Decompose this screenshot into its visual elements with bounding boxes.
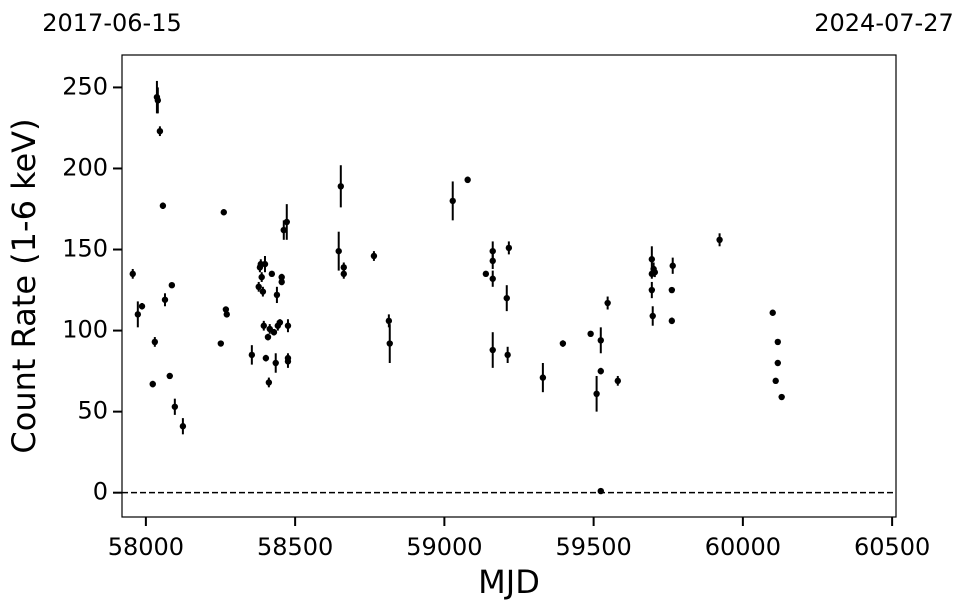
data-point — [559, 340, 567, 347]
data-point — [159, 202, 167, 209]
data-point — [587, 330, 594, 338]
data-point — [268, 270, 276, 278]
data-point — [340, 270, 347, 278]
data-point — [370, 252, 378, 260]
data-point — [464, 176, 471, 184]
data-point — [504, 351, 511, 359]
data-point — [649, 312, 656, 320]
data-point — [261, 260, 269, 268]
data-point — [270, 329, 278, 336]
data-point — [259, 288, 267, 295]
data-point — [260, 322, 267, 329]
data-point — [597, 367, 604, 375]
data-point — [604, 299, 611, 307]
data-point — [276, 319, 284, 326]
data-point — [217, 340, 225, 347]
x-tick-label: 58000 — [108, 533, 184, 561]
y-tick-label: 250 — [62, 72, 108, 100]
data-point — [138, 303, 146, 310]
data-point — [149, 380, 156, 388]
data-point — [262, 354, 270, 362]
data-point — [539, 374, 547, 381]
data-point — [129, 270, 136, 278]
data-point — [156, 127, 164, 135]
data-point — [386, 340, 393, 347]
data-point — [648, 286, 656, 294]
start-date-label: 2017-06-15 — [42, 9, 181, 37]
data-point — [668, 317, 676, 325]
data-point — [778, 393, 785, 401]
data-point — [597, 337, 604, 344]
data-point — [489, 275, 496, 282]
data-point — [222, 306, 230, 313]
data-point — [171, 403, 179, 410]
data-point — [482, 270, 490, 278]
data-point — [151, 338, 159, 346]
data-point — [134, 311, 142, 318]
data-point — [489, 247, 496, 255]
data-point — [280, 226, 287, 234]
data-point — [278, 273, 285, 281]
end-date-label: 2024-07-27 — [814, 9, 953, 37]
y-tick-label: 150 — [62, 235, 108, 263]
x-tick-label: 59500 — [555, 533, 631, 561]
data-point — [449, 197, 456, 205]
data-point — [385, 317, 393, 325]
data-point — [220, 209, 227, 216]
plot-frame — [121, 54, 897, 518]
data-point — [669, 262, 676, 269]
data-point — [168, 281, 176, 289]
data-point — [716, 236, 723, 243]
data-point — [648, 256, 656, 263]
data-point — [489, 257, 496, 265]
data-point — [503, 294, 510, 302]
data-point — [265, 379, 273, 386]
data-point — [597, 487, 604, 495]
data-point — [668, 286, 676, 294]
data-point — [505, 244, 513, 252]
data-point — [772, 377, 779, 385]
data-point — [258, 273, 265, 281]
data-point — [283, 218, 290, 226]
y-tick-label: 50 — [77, 397, 108, 425]
data-point — [284, 322, 292, 329]
y-tick-label: 100 — [62, 316, 108, 344]
data-point — [284, 354, 292, 362]
data-point — [774, 359, 781, 367]
data-point — [166, 372, 173, 380]
data-point — [335, 247, 342, 255]
data-point — [273, 291, 281, 299]
data-point — [651, 269, 659, 276]
data-point — [340, 264, 347, 271]
data-point — [489, 346, 496, 354]
data-point — [272, 359, 279, 367]
x-tick-label: 59000 — [406, 533, 482, 561]
data-point — [161, 296, 169, 303]
data-point — [255, 283, 262, 291]
data-point — [337, 183, 344, 190]
x-tick-label: 60500 — [854, 533, 930, 561]
y-tick-label: 0 — [93, 478, 108, 506]
data-point — [248, 351, 256, 359]
data-point — [614, 377, 622, 385]
y-tick-label: 200 — [62, 153, 108, 181]
data-point — [154, 97, 162, 104]
x-tick-label: 60000 — [705, 533, 781, 561]
data-point — [264, 333, 272, 341]
data-point — [223, 311, 230, 318]
data-point — [278, 278, 285, 286]
x-tick-label: 58500 — [257, 533, 333, 561]
y-axis-label: Count Rate (1-6 keV) — [5, 118, 43, 453]
data-point — [593, 390, 600, 397]
data-point — [179, 423, 187, 430]
x-axis-label: MJD — [478, 563, 540, 601]
data-point — [774, 338, 781, 346]
data-point — [769, 309, 776, 316]
